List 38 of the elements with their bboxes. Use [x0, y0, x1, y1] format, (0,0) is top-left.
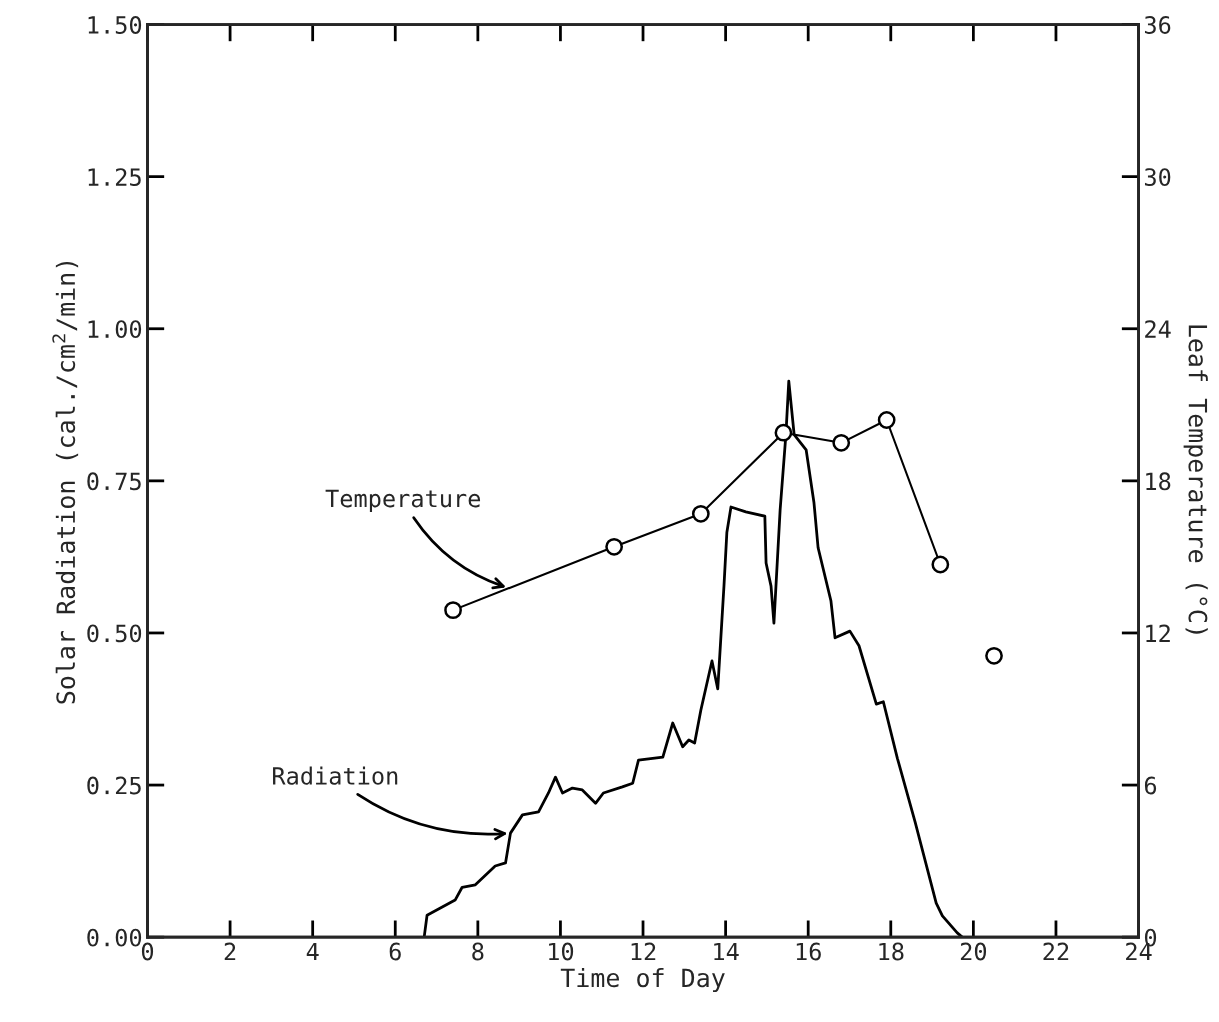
x-tick-label: 2: [224, 942, 236, 961]
x-tick-label: 12: [631, 942, 656, 961]
y-tick-label: 0.75: [87, 472, 141, 491]
y2-tick-label: 18: [1146, 472, 1171, 491]
y2-tick-label: 36: [1144, 16, 1171, 34]
y2-tick-label: 12: [1146, 624, 1170, 642]
point: [691, 504, 710, 523]
x-tick-label: 4: [306, 942, 319, 961]
y2-axis-title: Leaf Temperature (°C): [1183, 325, 1208, 634]
x-tick-label: 0: [141, 942, 154, 961]
point: [774, 423, 793, 442]
y-tick-label: 0.00: [87, 928, 142, 947]
point: [444, 601, 462, 620]
x-tick-label: 8: [472, 942, 484, 961]
x-tick-label: 6: [389, 942, 401, 961]
point: [832, 433, 851, 452]
x-tick-label: 10: [549, 942, 574, 961]
point: [877, 411, 896, 429]
x-tick-label: 16: [796, 942, 821, 961]
y-tick-label: 1.50: [88, 16, 142, 34]
x-tick-label: 20: [960, 942, 987, 961]
point: [605, 537, 624, 556]
text: Radiation: [273, 766, 398, 785]
text: Temperature: [325, 489, 481, 512]
y-tick-label: 0.25: [87, 776, 141, 795]
y-tick-label: 1.25: [88, 168, 141, 186]
y-tick-label: 1.00: [88, 320, 142, 339]
point: [931, 555, 950, 574]
y2-tick-label: 30: [1144, 168, 1171, 186]
y2-tick-label: 24: [1145, 320, 1171, 338]
x-axis-title: Time of Day: [560, 967, 725, 993]
x-tick-label: 14: [714, 942, 739, 961]
y2-tick-label: 6: [1144, 776, 1157, 795]
x-tick-label: 22: [1043, 942, 1069, 961]
y-tick-label: 0.50: [87, 624, 142, 643]
y-axis-title: Solar Radiation (cal./cm$^{2}$/min): [52, 261, 79, 704]
x-tick-label: 18: [879, 942, 904, 961]
point: [985, 646, 1003, 665]
